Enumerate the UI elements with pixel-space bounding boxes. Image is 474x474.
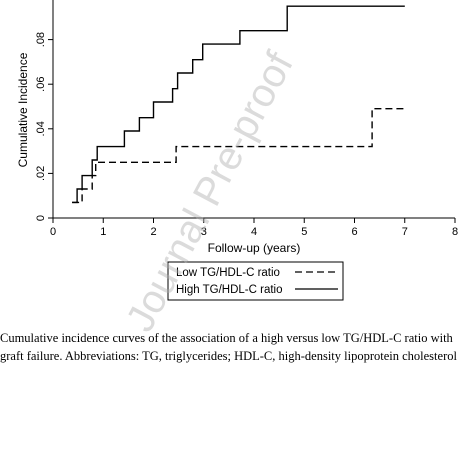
x-tick-label: 6 — [351, 226, 357, 238]
x-tick-label: 5 — [301, 226, 307, 238]
x-axis-ticks: 0 1 2 3 4 5 6 7 8 — [50, 218, 458, 238]
x-axis-title: Follow-up (years) — [208, 241, 301, 255]
x-tick-label: 8 — [452, 226, 458, 238]
series-line-high-ratio — [72, 5, 405, 204]
y-axis-ticks: 0 .02 .04 .06 .08 — [35, 32, 53, 221]
figure-caption: Cumulative incidence curves of the assoc… — [0, 329, 474, 365]
x-tick-label: 4 — [251, 226, 257, 238]
cumulative-incidence-chart: 0 1 2 3 4 5 6 7 8 0 .02 .04 .06 .08 Follow-up (years… — [16, 0, 458, 301]
x-tick-label: 3 — [201, 226, 207, 238]
x-tick-label: 0 — [50, 226, 56, 238]
caption-line-1: Cumulative incidence curves of the assoc… — [0, 331, 453, 345]
y-tick-label: 0 — [35, 215, 47, 221]
y-axis-title: Cumulative Incidence — [16, 52, 30, 167]
y-tick-label: .06 — [35, 77, 47, 92]
legend-label-high: High TG/HDL-C ratio — [176, 284, 283, 296]
series-line-low-ratio — [72, 108, 405, 204]
x-tick-label: 7 — [402, 226, 408, 238]
legend-label-low: Low TG/HDL-C ratio — [176, 267, 280, 279]
chart-axes — [52, 0, 455, 219]
x-tick-label: 2 — [150, 226, 156, 238]
y-tick-label: .08 — [35, 32, 47, 47]
chart-legend: Low TG/HDL-C ratio High TG/HDL-C ratio — [167, 261, 344, 301]
legend-box — [167, 261, 344, 301]
x-tick-label: 1 — [100, 226, 106, 238]
chart-series — [72, 5, 405, 204]
caption-line-2: graft failure. Abbreviations: TG, trigly… — [0, 349, 457, 363]
y-tick-label: .04 — [35, 121, 47, 136]
y-tick-label: .02 — [35, 166, 47, 181]
